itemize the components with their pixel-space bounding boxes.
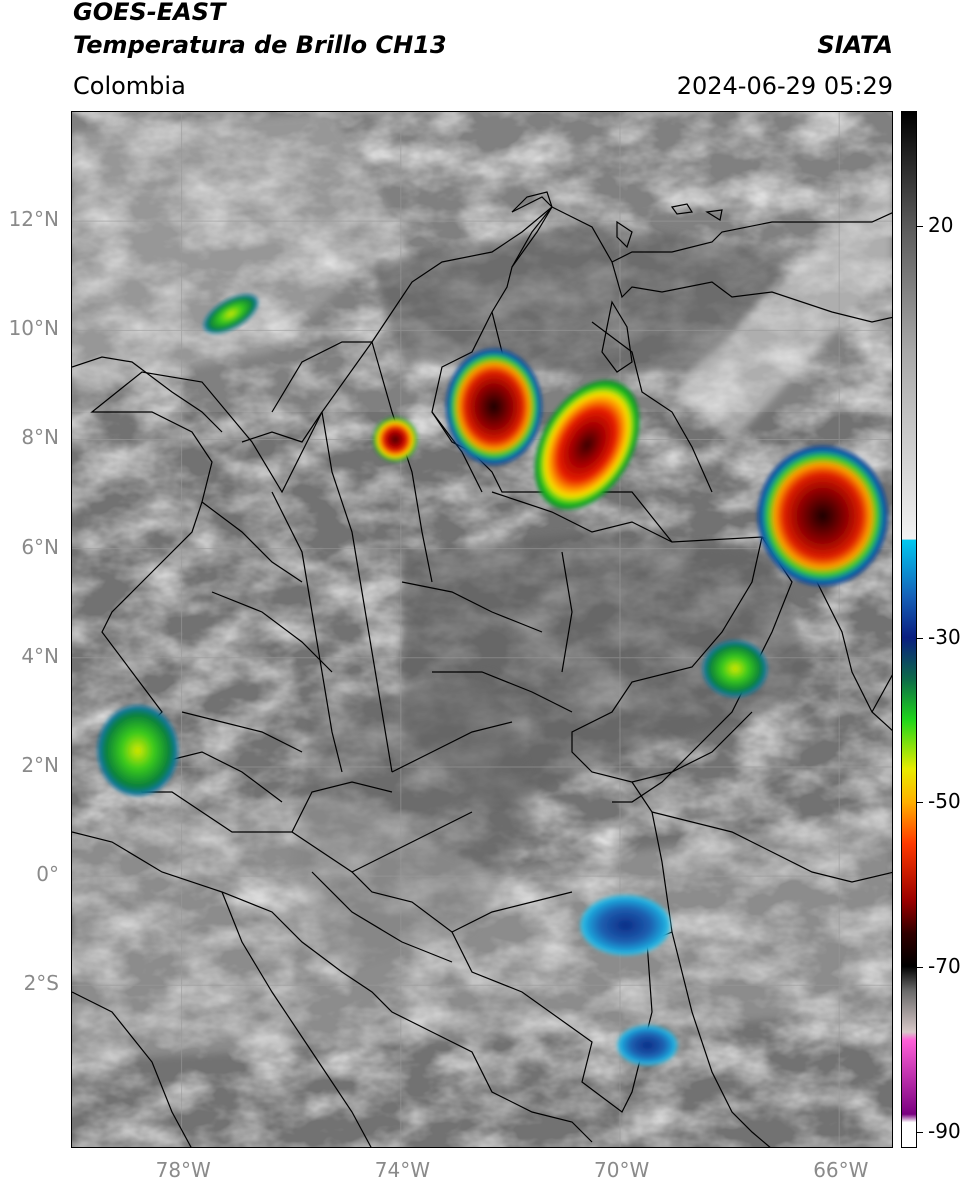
- longitude-tick-label: 74°W: [374, 1158, 431, 1182]
- colorbar-tick-label: -30: [928, 624, 961, 649]
- colorbar-tick: [917, 226, 923, 228]
- map-canvas: [72, 112, 892, 1147]
- convective-cell: [617, 1025, 678, 1066]
- satellite-title: GOES-EAST: [73, 0, 226, 26]
- product-title: Temperatura de Brillo CH13: [73, 31, 447, 59]
- latitude-tick-label: 6°N: [21, 534, 59, 559]
- convective-cell: [580, 895, 671, 956]
- colorbar-tick: [917, 966, 923, 968]
- convective-cell: [757, 445, 888, 586]
- latitude-tick-label: 0°: [36, 862, 59, 887]
- colorbar-tick-label: -90: [928, 1118, 961, 1143]
- latitude-tick-label: 10°N: [8, 316, 59, 341]
- longitude-tick-label: 70°W: [594, 1158, 650, 1182]
- latitude-tick-label: 8°N: [21, 425, 59, 450]
- convective-cell: [703, 640, 768, 697]
- colorbar-tick-label: -70: [928, 953, 961, 978]
- convective-cell: [445, 348, 542, 465]
- satellite-map[interactable]: [71, 111, 893, 1148]
- convective-cell: [204, 294, 258, 334]
- colorbar-tick-label: -50: [928, 789, 961, 814]
- convective-cell: [373, 417, 418, 462]
- longitude-tick-label: 78°W: [155, 1158, 211, 1182]
- agency-label: SIATA: [817, 31, 893, 59]
- datetime-label: 2024-06-29 05:29: [676, 72, 893, 100]
- colorbar-tick: [917, 1131, 923, 1133]
- latitude-tick-label: 2°N: [21, 752, 59, 777]
- convective-cells: [97, 294, 888, 1066]
- longitude-tick-label: 66°W: [813, 1158, 869, 1182]
- colorbar-tick-label: 20: [928, 213, 954, 238]
- latitude-tick-label: 12°N: [8, 207, 59, 232]
- latitude-tick-label: 4°N: [21, 643, 59, 668]
- region-label: Colombia: [73, 72, 186, 100]
- colorbar-tick: [917, 802, 923, 804]
- convective-cell: [97, 705, 178, 796]
- latitude-tick-label: 2°S: [23, 971, 59, 996]
- map-gridlines: [72, 112, 892, 1147]
- temperature-colorbar: [901, 111, 917, 1148]
- convective-cell: [534, 380, 640, 510]
- colorbar-tick: [917, 637, 923, 639]
